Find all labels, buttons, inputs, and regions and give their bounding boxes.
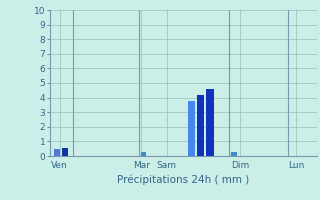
- Bar: [140, 152, 146, 156]
- Bar: [188, 101, 195, 156]
- Bar: [62, 148, 68, 156]
- Bar: [206, 89, 214, 156]
- Bar: [54, 149, 60, 156]
- Bar: [197, 95, 204, 156]
- Bar: [231, 152, 237, 156]
- X-axis label: Précipitations 24h ( mm ): Précipitations 24h ( mm ): [117, 174, 249, 185]
